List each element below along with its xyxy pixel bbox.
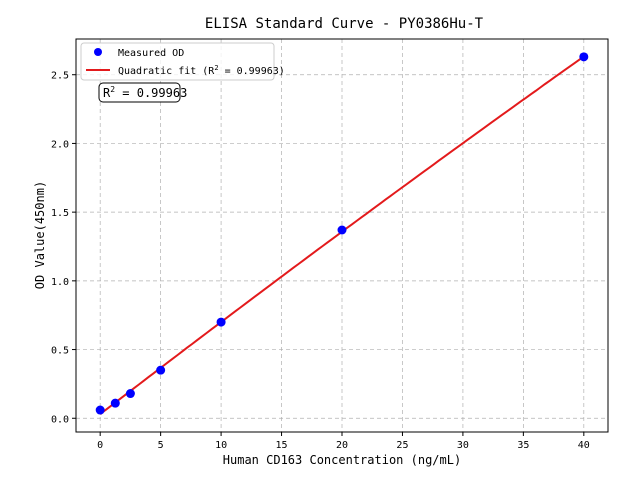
legend: Measured OD Quadratic fit (R2 = 0.99963) (80, 42, 285, 81)
data-point (125, 389, 135, 399)
y-tick-label: 1.5 (51, 208, 69, 219)
x-tick-label: 25 (396, 440, 408, 451)
y-tick-label: 0.5 (51, 346, 69, 357)
x-tick-label: 30 (457, 440, 469, 451)
y-tick-label: 2.5 (51, 71, 69, 82)
r-squared-annotation: R2 = 0.99963 (98, 82, 187, 103)
legend-scatter-marker (94, 48, 102, 56)
grid (76, 39, 608, 432)
x-tick-label: 15 (276, 440, 288, 451)
y-axis-label: OD Value(450nm) (33, 181, 47, 289)
y-tick-label: 2.0 (51, 139, 69, 150)
data-point (337, 225, 347, 235)
x-tick-label: 5 (158, 440, 164, 451)
legend-scatter-label: Measured OD (118, 48, 184, 59)
points-layer (95, 52, 589, 415)
x-ticks: 0 5 10 15 20 25 30 35 40 (97, 432, 590, 451)
data-point (110, 398, 120, 408)
data-point (156, 365, 166, 375)
y-tick-label: 0.0 (51, 414, 69, 425)
y-tick-label: 1.0 (51, 277, 69, 288)
chart-title: ELISA Standard Curve - PY0386Hu-T (205, 16, 484, 32)
legend-fit-label: Quadratic fit (R2 = 0.99963) (118, 64, 285, 77)
data-point (579, 52, 589, 62)
x-tick-label: 35 (517, 440, 529, 451)
x-tick-label: 10 (215, 440, 227, 451)
x-axis-label: Human CD163 Concentration (ng/mL) (223, 453, 461, 467)
data-point (95, 405, 105, 415)
x-tick-label: 20 (336, 440, 348, 451)
y-ticks: 0.0 0.5 1.0 1.5 2.0 2.5 (51, 71, 76, 425)
data-point (216, 317, 226, 327)
x-tick-label: 40 (578, 440, 590, 451)
x-tick-label: 0 (97, 440, 103, 451)
svg-text:R2 = 0.99963: R2 = 0.99963 (103, 85, 187, 100)
